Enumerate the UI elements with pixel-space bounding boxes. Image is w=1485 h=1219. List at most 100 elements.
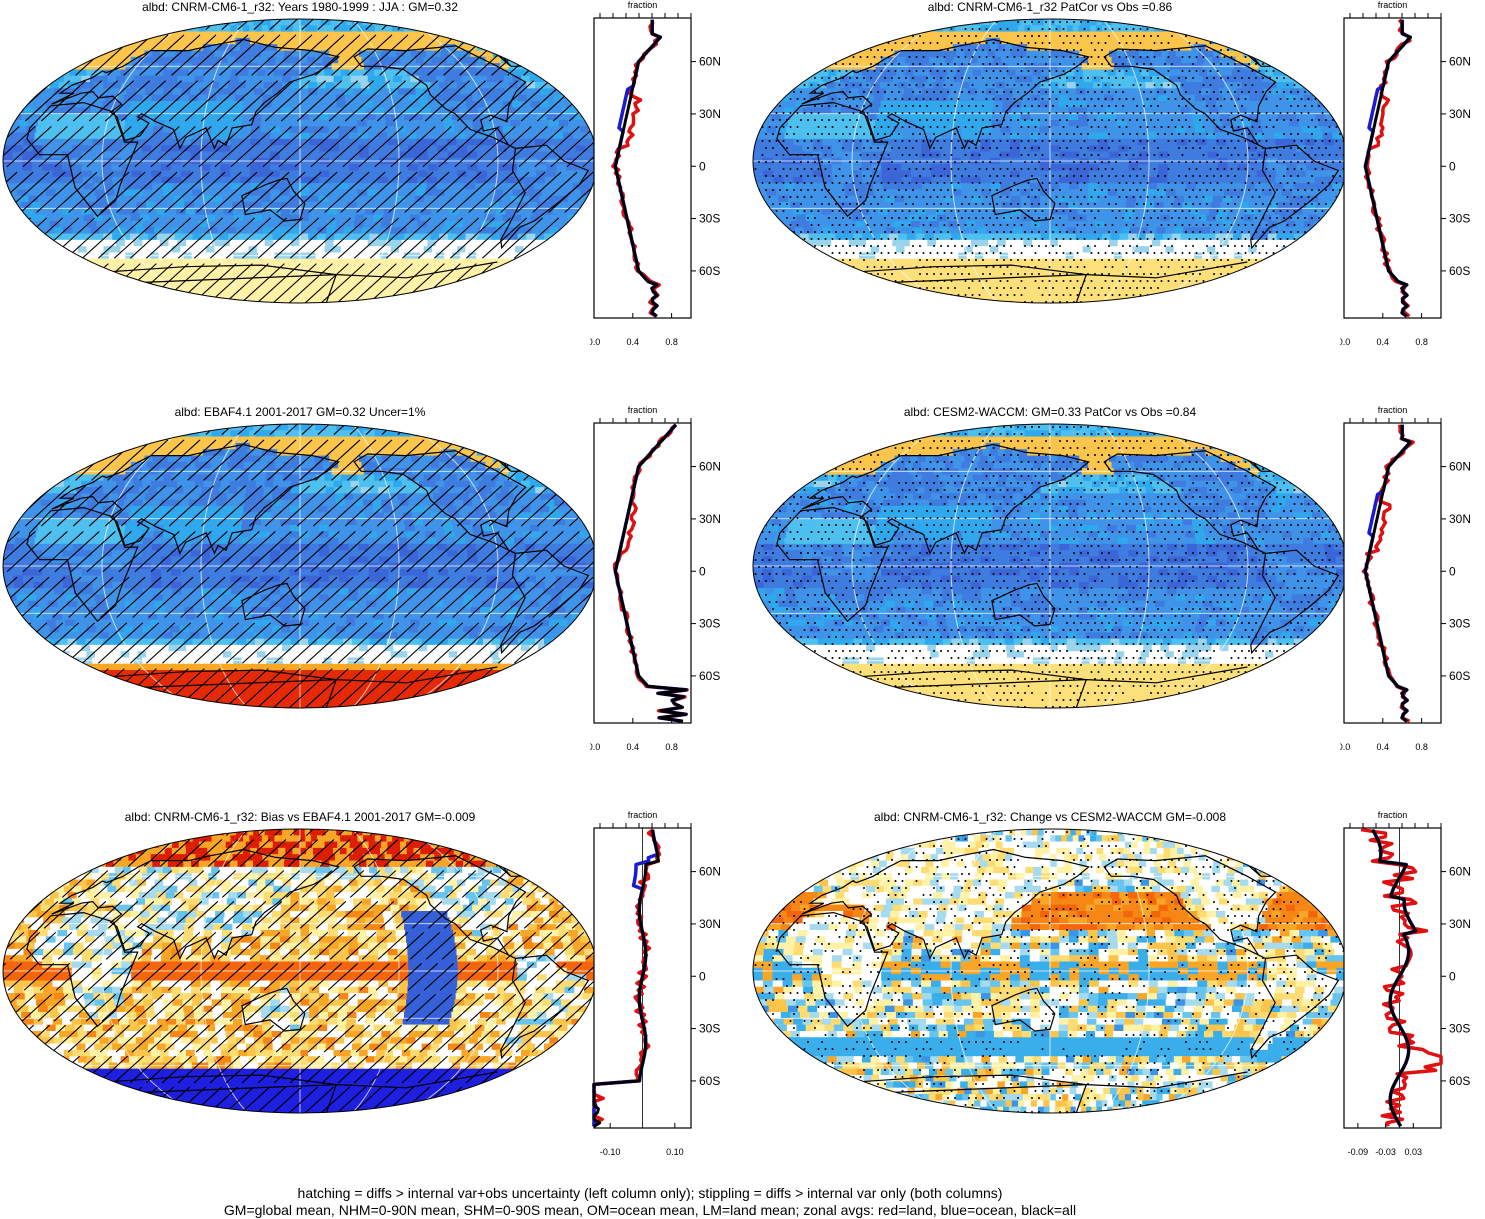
map-cell	[1255, 44, 1274, 51]
map-cell	[1059, 196, 1070, 203]
map-cell	[1178, 164, 1189, 171]
map-cell	[155, 19, 175, 26]
map-cell	[1087, 208, 1098, 215]
map-cell	[1022, 227, 1032, 234]
map-cell	[1186, 19, 1207, 26]
map-cell	[291, 240, 301, 247]
map-cell	[241, 183, 252, 190]
map-cell	[99, 271, 116, 278]
map-cell	[1040, 101, 1050, 108]
map-cell	[951, 171, 962, 178]
map-cell	[491, 44, 509, 51]
map-cell	[990, 164, 1001, 171]
map-cell	[415, 19, 434, 26]
map-cell	[1188, 152, 1199, 159]
map-cell	[882, 145, 893, 152]
map-cell	[108, 278, 126, 285]
map-cell	[1196, 19, 1218, 26]
map-cell	[281, 208, 292, 215]
map-cell	[1119, 171, 1130, 178]
map-cell	[404, 297, 422, 304]
map-cell	[92, 171, 103, 178]
map-cell	[1059, 177, 1070, 184]
map-cell	[1207, 171, 1218, 178]
map-cell	[911, 25, 929, 32]
map-cell	[1157, 177, 1168, 184]
map-cell	[822, 145, 834, 152]
map-cell	[463, 284, 482, 291]
map-cell	[428, 164, 439, 171]
map-cell	[67, 265, 85, 272]
map-cell	[1194, 25, 1213, 32]
map-cell	[1013, 227, 1024, 234]
map-cell	[497, 171, 508, 178]
map-cell	[1069, 164, 1080, 171]
map-cell	[427, 290, 445, 297]
map-cell	[1274, 57, 1291, 64]
map-cell	[201, 164, 212, 171]
map-cell	[43, 145, 55, 152]
map-cell	[1089, 164, 1100, 171]
map-cell	[1000, 145, 1011, 152]
map-cell	[367, 126, 378, 133]
map-cell	[410, 297, 429, 304]
map-cell	[309, 120, 320, 127]
map-cell	[309, 215, 320, 222]
map-cell	[1177, 139, 1188, 146]
map-cell	[1191, 19, 1213, 26]
map-cell	[474, 278, 492, 285]
map-cell	[1165, 19, 1184, 26]
map-cell	[1178, 152, 1189, 159]
map-cell	[250, 164, 261, 171]
map-cell	[75, 51, 93, 58]
map-cell	[417, 139, 428, 146]
map-cell	[526, 171, 538, 178]
map-cell	[450, 32, 468, 39]
map-cell	[1258, 51, 1276, 58]
map-cell	[1088, 126, 1099, 133]
map-cell	[962, 120, 973, 127]
map-cell	[1119, 145, 1130, 152]
map-cell	[1241, 44, 1259, 51]
map-cell	[1099, 152, 1110, 159]
map-cell	[880, 25, 900, 32]
map-cell	[67, 57, 84, 64]
map-cell	[290, 208, 301, 215]
map-cell	[136, 25, 155, 32]
map-cell	[1250, 51, 1267, 58]
map-cell	[1287, 164, 1298, 171]
map-cell	[1171, 25, 1189, 32]
map-cell	[329, 133, 340, 140]
map-cell	[1109, 152, 1120, 159]
map-cell	[444, 25, 463, 32]
map-cell	[431, 19, 452, 26]
map-cell	[1168, 164, 1179, 171]
map-cell	[32, 234, 47, 241]
map-cell	[901, 145, 912, 152]
map-cell	[1059, 183, 1070, 190]
map-cell	[1040, 208, 1051, 215]
map-cell	[439, 25, 458, 32]
map-cell	[1098, 133, 1109, 140]
map-cell	[498, 271, 516, 278]
map-cell	[389, 19, 405, 26]
map-cell	[1197, 145, 1208, 152]
map-cell	[1109, 171, 1120, 178]
map-cell	[394, 19, 411, 26]
map-cell	[1158, 145, 1169, 152]
map-cell	[1297, 152, 1308, 159]
map-cell	[1157, 139, 1168, 146]
map-cell	[130, 25, 150, 32]
map-cell	[1010, 177, 1021, 184]
map-cell	[891, 164, 902, 171]
map-cell	[881, 164, 892, 171]
map-cell	[112, 171, 123, 178]
map-cell	[121, 152, 132, 159]
map-cell	[91, 271, 109, 278]
map-cell	[59, 259, 76, 266]
map-cell	[536, 171, 548, 178]
map-cell	[1000, 164, 1011, 171]
map-cell	[94, 278, 113, 285]
map-cell	[844, 38, 863, 45]
map-cell	[348, 120, 359, 127]
